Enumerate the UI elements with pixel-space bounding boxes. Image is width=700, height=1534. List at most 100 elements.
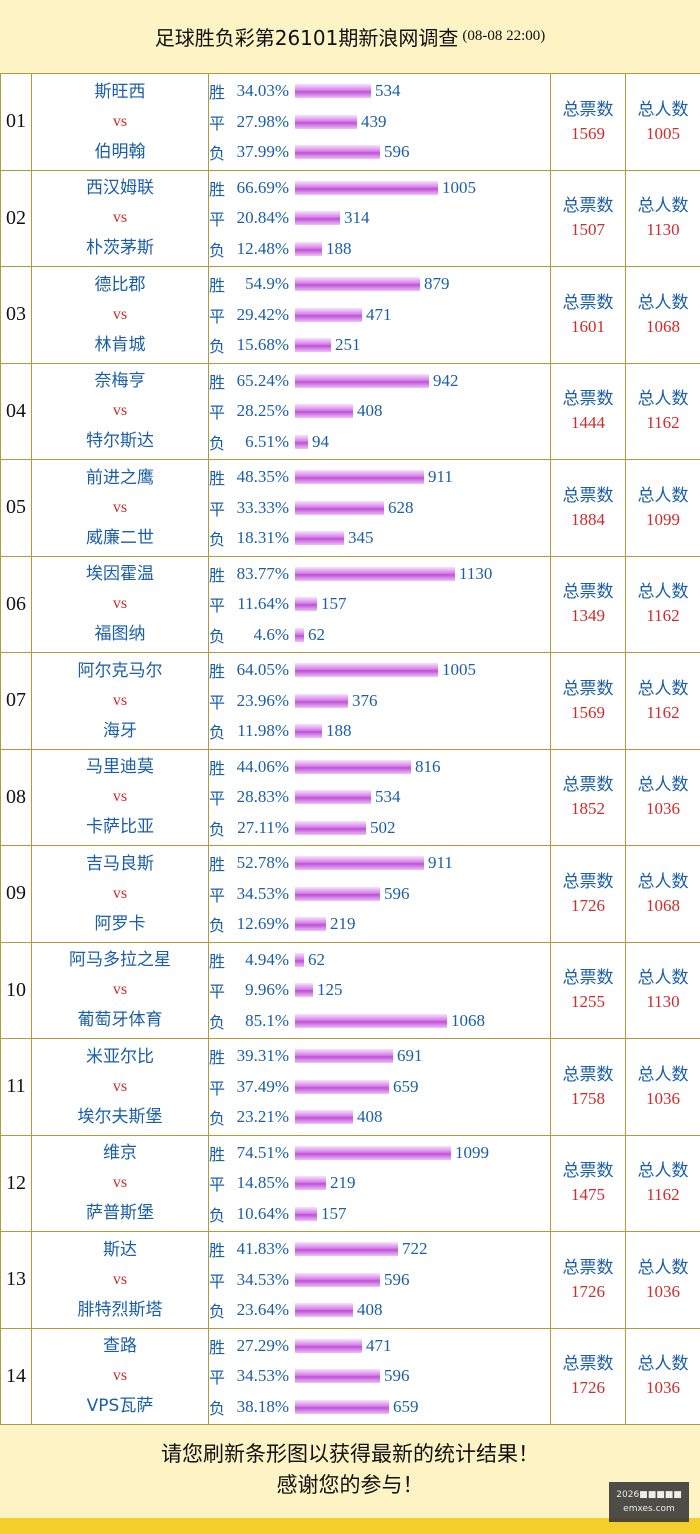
vote-bars: 胜 48.35% 911 平 33.33% 628 负 18.31% 345	[208, 459, 551, 557]
home-team[interactable]: 西汉姆联	[86, 178, 154, 199]
vote-row-loss: 负 6.51% 94	[209, 427, 550, 458]
away-team[interactable]: 腓特烈斯塔	[77, 1299, 163, 1320]
match-row: 02 西汉姆联 vs 朴茨茅斯 胜 66.69% 1005 平 20.84% 314 负 12.48%…	[0, 169, 700, 267]
home-team[interactable]: 阿马多拉之星	[69, 950, 171, 971]
count-draw: 439	[361, 111, 387, 131]
outcome-label-loss: 负	[209, 723, 226, 743]
match-number: 01	[0, 73, 32, 171]
home-team[interactable]: 马里迪莫	[86, 757, 154, 778]
home-team[interactable]: 吉马良斯	[86, 853, 154, 874]
total-votes-cell: 总票数 1569	[550, 73, 626, 171]
watermark-line1: 2026■■■■■	[616, 1490, 682, 1500]
away-team[interactable]: 埃尔夫斯堡	[77, 1106, 163, 1127]
home-team[interactable]: 斯旺西	[94, 81, 146, 102]
match-teams: 前进之鹰 vs 威廉二世	[31, 459, 209, 557]
vote-bars: 胜 44.06% 816 平 28.83% 534 负 27.11% 502	[208, 748, 551, 846]
match-number: 13	[0, 1231, 32, 1329]
percent-draw: 14.85%	[236, 1173, 289, 1193]
vote-row-loss: 负 15.68% 251	[209, 330, 550, 361]
percent-loss: 6.51%	[245, 431, 289, 451]
vote-row-loss: 负 38.18% 659	[209, 1392, 550, 1423]
vote-row-win: 胜 39.31% 691	[209, 1041, 550, 1072]
home-team[interactable]: 德比郡	[94, 274, 146, 295]
outcome-label-loss: 负	[209, 1398, 226, 1418]
bar-win	[295, 856, 424, 871]
bar-loss	[295, 820, 366, 835]
vs-label: vs	[112, 402, 128, 420]
match-row: 01 斯旺西 vs 伯明翰 胜 34.03% 534 平 27.98% 439 负 37.99% 596…	[0, 73, 700, 171]
away-team[interactable]: 萨普斯堡	[86, 1203, 154, 1224]
outcome-label-win: 胜	[209, 276, 226, 296]
count-loss: 188	[326, 238, 352, 258]
bar-loss	[295, 338, 331, 353]
outcome-label-loss: 负	[209, 819, 226, 839]
match-number: 14	[0, 1327, 32, 1425]
away-team[interactable]: 威廉二世	[86, 527, 154, 548]
count-loss: 596	[384, 142, 410, 162]
away-team[interactable]: 海牙	[103, 720, 137, 741]
poll-table: 01 斯旺西 vs 伯明翰胜 34.03% 534 平 27.98% 439 负 37.99% 596…	[0, 73, 700, 1425]
outcome-label-draw: 平	[209, 306, 226, 326]
away-team[interactable]: 卡萨比亚	[86, 817, 154, 838]
outcome-label-draw: 平	[209, 210, 226, 230]
total-votes-value: 1255	[571, 992, 605, 1012]
total-people-cell: 总人数 1162	[625, 555, 700, 653]
vote-row-draw: 平 34.53% 596	[209, 1361, 550, 1392]
percent-draw: 34.53%	[236, 883, 289, 903]
away-team[interactable]: 阿罗卡	[94, 913, 146, 934]
match-teams: 吉马良斯 vs 阿罗卡	[31, 845, 209, 943]
count-loss: 157	[321, 1203, 347, 1223]
outcome-label-draw: 平	[209, 789, 226, 809]
total-votes-cell: 总票数 1475	[550, 1134, 626, 1232]
home-team[interactable]: 奈梅亨	[94, 371, 146, 392]
vote-bars: 胜 54.9% 879 平 29.42% 471 负 15.68% 251	[208, 266, 551, 364]
away-team[interactable]: 伯明翰	[94, 141, 146, 162]
away-team[interactable]: 朴茨茅斯	[86, 238, 154, 259]
vs-label: vs	[112, 691, 128, 709]
total-votes-cell: 总票数 1444	[550, 362, 626, 460]
count-loss: 188	[326, 721, 352, 741]
total-votes-cell: 总票数 1884	[550, 459, 626, 557]
total-people-label: 总人数	[637, 99, 689, 120]
outcome-label-loss: 负	[209, 1302, 226, 1322]
away-team[interactable]: 特尔斯达	[86, 431, 154, 452]
total-people-cell: 总人数 1036	[625, 748, 700, 846]
count-loss: 94	[312, 431, 329, 451]
total-people-value: 1005	[646, 123, 680, 143]
outcome-label-win: 胜	[209, 469, 226, 489]
total-votes-label: 总票数	[562, 968, 614, 989]
match-number: 04	[0, 362, 32, 460]
count-win: 471	[366, 1335, 392, 1355]
away-team[interactable]: 福图纳	[94, 624, 146, 645]
total-votes-label: 总票数	[562, 389, 614, 410]
total-people-value: 1162	[646, 1185, 680, 1205]
bar-loss	[295, 1110, 353, 1125]
vote-bars: 胜 83.77% 1130 平 11.64% 157 负 4.6% 62	[208, 555, 551, 653]
away-team[interactable]: 葡萄牙体育	[77, 1010, 163, 1031]
total-votes-value: 1444	[571, 413, 605, 433]
vote-row-win: 胜 74.51% 1099	[209, 1138, 550, 1169]
match-row: 14 查路 vs VPS瓦萨 胜 27.29% 471 平 34.53% 596 负 38.18% 65…	[0, 1327, 700, 1425]
home-team[interactable]: 米亚尔比	[86, 1046, 154, 1067]
vote-row-draw: 平 33.33% 628	[209, 493, 550, 524]
home-team[interactable]: 阿尔克马尔	[77, 660, 163, 681]
total-people-cell: 总人数 1036	[625, 1327, 700, 1425]
percent-loss: 15.68%	[236, 335, 289, 355]
home-team[interactable]: 维京	[103, 1143, 137, 1164]
home-team[interactable]: 斯达	[103, 1239, 137, 1260]
home-team[interactable]: 前进之鹰	[86, 467, 154, 488]
percent-draw: 28.25%	[236, 401, 289, 421]
percent-draw: 34.53%	[236, 1269, 289, 1289]
home-team[interactable]: 查路	[103, 1336, 137, 1357]
outcome-label-draw: 平	[209, 499, 226, 519]
vote-bars: 胜 66.69% 1005 平 20.84% 314 负 12.48% 188	[208, 169, 551, 267]
bar-win	[295, 1242, 398, 1257]
vs-label: vs	[112, 788, 128, 806]
home-team[interactable]: 埃因霍温	[86, 564, 154, 585]
vote-row-draw: 平 27.98% 439	[209, 107, 550, 138]
away-team[interactable]: 林肯城	[94, 334, 146, 355]
away-team[interactable]: VPS瓦萨	[86, 1396, 154, 1417]
bar-win	[295, 759, 411, 774]
count-win: 722	[402, 1239, 428, 1259]
vote-bars: 胜 74.51% 1099 平 14.85% 219 负 10.64% 157	[208, 1134, 551, 1232]
